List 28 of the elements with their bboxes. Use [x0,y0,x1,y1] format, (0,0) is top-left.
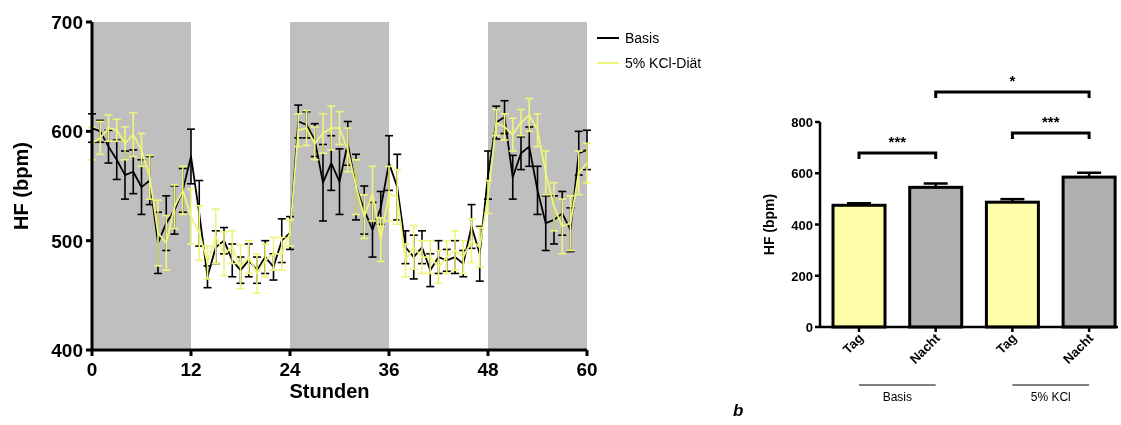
x-tick-label: 24 [279,359,301,380]
y-axis-title: HF (bpm) [761,193,777,256]
y-tick-label: 500 [51,230,83,252]
y-tick-label: 700 [51,12,83,33]
x-tick-label: 0 [86,359,98,380]
y-axis-title: HF (bpm) [10,142,32,230]
annotation: *** [888,133,907,150]
y-tick-label: 600 [791,166,813,182]
x-tick-label: 12 [180,359,202,380]
y-tick-label: 600 [51,121,83,143]
y-tick-label: 200 [791,268,813,284]
text: * [1009,72,1016,89]
legend-label: 5% KCl-Diät [625,55,702,71]
x-tick-label: Tag [839,330,867,357]
x-tick-label: 60 [576,359,598,380]
x-axis-title: Stunden [289,380,370,402]
annotation: *** [1041,113,1060,130]
y-tick-label: 800 [791,115,813,130]
y-tick-label: 400 [791,217,813,233]
x-tick-label: 36 [378,359,400,380]
text: 5% KCl [1030,390,1071,404]
text: Basis [882,390,913,404]
text: b [733,401,744,420]
x-tick-label: Tag [993,330,1020,357]
x-tick-label: 48 [477,359,499,380]
y-tick-label: 400 [51,340,83,361]
y-tick-label: 0 [805,320,813,335]
legend-label: Basis [625,30,660,46]
